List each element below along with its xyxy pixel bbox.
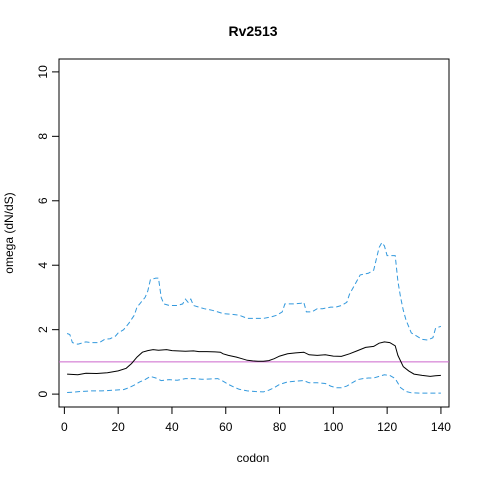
chart-title: Rv2513 [228,23,277,39]
y-tick-label: 4 [36,262,50,269]
x-tick-label: 20 [111,420,125,434]
series-line-lower-bound [67,374,441,394]
x-tick-label: 0 [61,420,68,434]
x-tick-label: 60 [219,420,233,434]
y-tick-label: 2 [36,326,50,333]
series-line-upper-bound [66,241,442,345]
y-tick-label: 10 [36,65,50,79]
x-tick-label: 80 [273,420,287,434]
y-tick-label: 6 [36,197,50,204]
y-axis-label: omega (dN/dS) [2,192,16,273]
x-axis-label: codon [237,451,270,465]
x-tick-label: 100 [323,420,343,434]
y-tick-label: 8 [36,133,50,140]
x-tick-label: 40 [165,420,179,434]
x-tick-label: 120 [377,420,397,434]
x-tick-label: 140 [431,420,451,434]
y-tick-label: 0 [36,390,50,397]
chart-marks: 0 20 40 60 80 100 120 140 0 2 4 6 8 10 [36,65,451,434]
series-line-mean [67,341,441,377]
